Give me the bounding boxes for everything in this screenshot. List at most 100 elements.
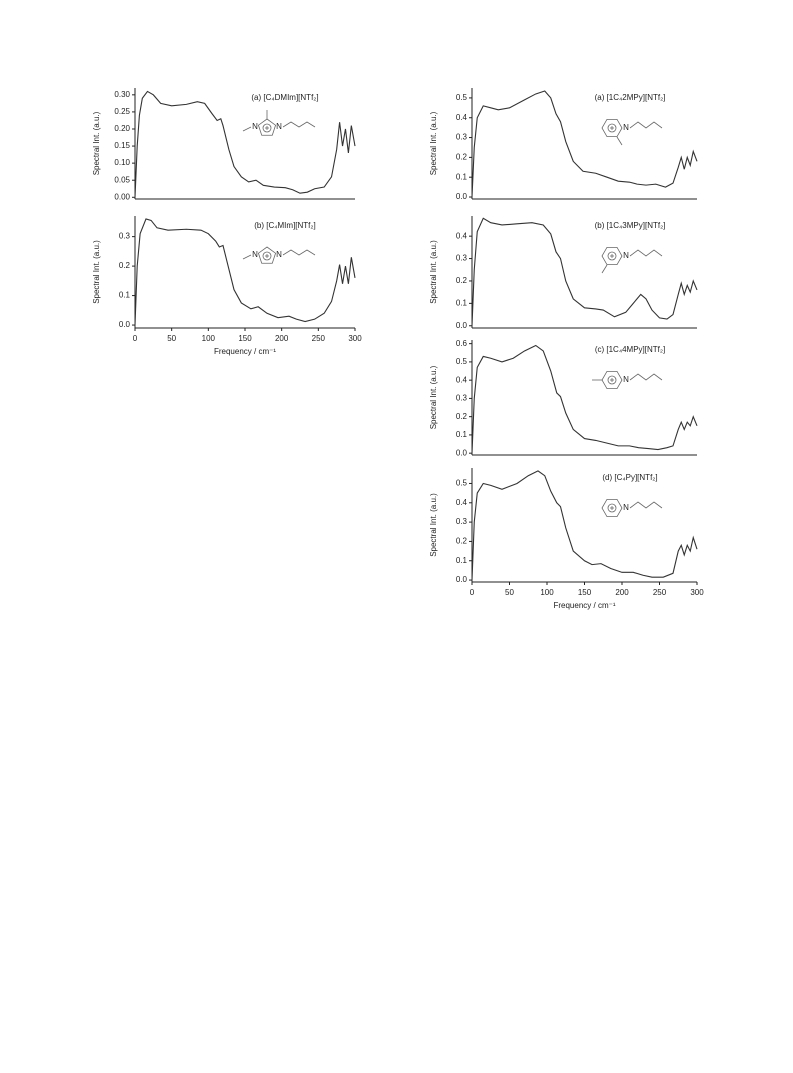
chart-title: (d) [C₄Py][NTf₂] xyxy=(602,473,657,482)
y-tick-label: 0.15 xyxy=(114,141,130,150)
y-tick-label: 0.05 xyxy=(114,175,130,184)
y-tick-label: 0.0 xyxy=(456,448,468,457)
atom-label: N xyxy=(623,375,629,384)
chart: 0.0 0.1 0.2 0.3 0 50 100 150 200 250 300 Frequency … xyxy=(92,216,362,356)
x-axis-label: Frequency / cm⁻¹ xyxy=(214,347,276,356)
atom-label: N xyxy=(276,250,282,259)
x-tick-label: 150 xyxy=(238,334,252,343)
y-tick-label: 0.3 xyxy=(456,133,468,142)
y-axis-label: Spectral Int. (a.u.) xyxy=(429,365,438,429)
y-tick-label: 0.2 xyxy=(119,261,131,270)
y-axis-label: Spectral Int. (a.u.) xyxy=(429,240,438,304)
y-tick-label: 0.1 xyxy=(456,430,468,439)
y-tick-label: 0.1 xyxy=(456,298,468,307)
y-tick-label: 0.0 xyxy=(456,192,468,201)
spectrum-line xyxy=(134,90,356,198)
chart: 0.00 0.05 0.10 0.15 0.20 0.25 0.30 Spectral Int… xyxy=(92,88,356,201)
ring xyxy=(257,246,277,264)
atom-label: N xyxy=(252,122,258,131)
x-tick-label: 0 xyxy=(470,588,475,597)
x-tick-label: 50 xyxy=(505,588,514,597)
y-tick-label: 0.3 xyxy=(456,517,468,526)
chain xyxy=(629,121,663,129)
ring xyxy=(601,246,623,266)
atom-label: N xyxy=(276,122,282,131)
x-tick-label: 250 xyxy=(653,588,667,597)
charge xyxy=(262,251,272,261)
chart-title: (a) [C₄DMIm][NTf₂] xyxy=(251,93,318,102)
chart: 0.0 0.1 0.2 0.3 0.4 0.5 Spectral Int. (a.u.) (a… xyxy=(429,88,698,201)
y-tick-label: 0.2 xyxy=(456,152,468,161)
y-tick-label: 0.2 xyxy=(456,276,468,285)
atom-label: N xyxy=(252,250,258,259)
chart: 0.0 0.1 0.2 0.3 0.4 0.5 0 50 100 150 200 250 300 Freq… xyxy=(429,468,704,610)
x-tick-label: 150 xyxy=(578,588,592,597)
x-tick-label: 300 xyxy=(690,588,704,597)
atom-label: N xyxy=(623,503,629,512)
atom-label: N xyxy=(623,123,629,132)
charge xyxy=(607,375,617,385)
chain xyxy=(242,126,252,132)
ring xyxy=(257,118,277,136)
y-tick-label: 0.1 xyxy=(456,172,468,181)
chart-title: (c) [1C₄4MPy][NTf₂] xyxy=(595,345,665,354)
chart: 0.0 0.1 0.2 0.3 0.4 0.5 0.6 Spectral Int. (a.u.… xyxy=(429,339,698,457)
y-axis-label: Spectral Int. (a.u.) xyxy=(429,493,438,557)
y-tick-label: 0.30 xyxy=(114,90,130,99)
chart-title: (b) [C₄MIm][NTf₂] xyxy=(254,221,315,230)
y-tick-label: 0.5 xyxy=(456,93,468,102)
chain xyxy=(242,254,252,260)
y-tick-label: 0.5 xyxy=(456,357,468,366)
y-tick-label: 0.1 xyxy=(119,291,131,300)
y-tick-label: 0.3 xyxy=(119,232,131,241)
y-axis-label: Spectral Int. (a.u.) xyxy=(92,240,101,304)
chain xyxy=(282,121,316,128)
spectrum-line xyxy=(471,344,698,454)
y-axis-label: Spectral Int. (a.u.) xyxy=(429,111,438,175)
y-tick-label: 0.4 xyxy=(456,498,468,507)
charge xyxy=(607,503,617,513)
charge xyxy=(262,123,272,133)
x-tick-label: 100 xyxy=(202,334,216,343)
chain xyxy=(629,373,663,381)
chart-title: (b) [1C₄3MPy][NTf₂] xyxy=(595,221,666,230)
chart-title: (a) [1C₄2MPy][NTf₂] xyxy=(595,93,666,102)
y-tick-label: 0.4 xyxy=(456,231,468,240)
y-tick-label: 0.1 xyxy=(456,556,468,565)
y-tick-label: 0.20 xyxy=(114,124,130,133)
y-tick-label: 0.25 xyxy=(114,107,130,116)
y-tick-label: 0.2 xyxy=(456,537,468,546)
spectrum-line xyxy=(471,217,698,326)
y-tick-label: 0.0 xyxy=(456,575,468,584)
y-tick-label: 0.00 xyxy=(114,192,130,201)
x-tick-label: 0 xyxy=(133,334,138,343)
charge xyxy=(607,251,617,261)
atom-label: N xyxy=(623,251,629,260)
x-tick-label: 300 xyxy=(348,334,362,343)
x-tick-label: 250 xyxy=(312,334,326,343)
y-tick-label: 0.3 xyxy=(456,254,468,263)
ring xyxy=(601,118,623,138)
y-tick-label: 0.3 xyxy=(456,394,468,403)
spectrum-line xyxy=(471,470,698,581)
y-tick-label: 0.10 xyxy=(114,158,130,167)
x-tick-label: 200 xyxy=(275,334,289,343)
x-tick-label: 100 xyxy=(540,588,554,597)
y-tick-label: 0.0 xyxy=(456,321,468,330)
spectrum-line xyxy=(471,90,698,198)
charge xyxy=(607,123,617,133)
chain xyxy=(616,136,623,146)
y-tick-label: 0.5 xyxy=(456,479,468,488)
chain xyxy=(629,501,663,509)
y-tick-label: 0.4 xyxy=(456,113,468,122)
x-tick-label: 200 xyxy=(615,588,629,597)
y-axis-label: Spectral Int. (a.u.) xyxy=(92,111,101,175)
y-tick-label: 0.2 xyxy=(456,412,468,421)
chain xyxy=(601,264,608,274)
x-tick-label: 50 xyxy=(167,334,176,343)
spectrum-line xyxy=(134,218,356,326)
y-tick-label: 0.6 xyxy=(456,339,468,348)
chart: 0.0 0.1 0.2 0.3 0.4 Spectral Int. (a.u.) (b) [… xyxy=(429,216,698,330)
ring xyxy=(601,498,623,518)
